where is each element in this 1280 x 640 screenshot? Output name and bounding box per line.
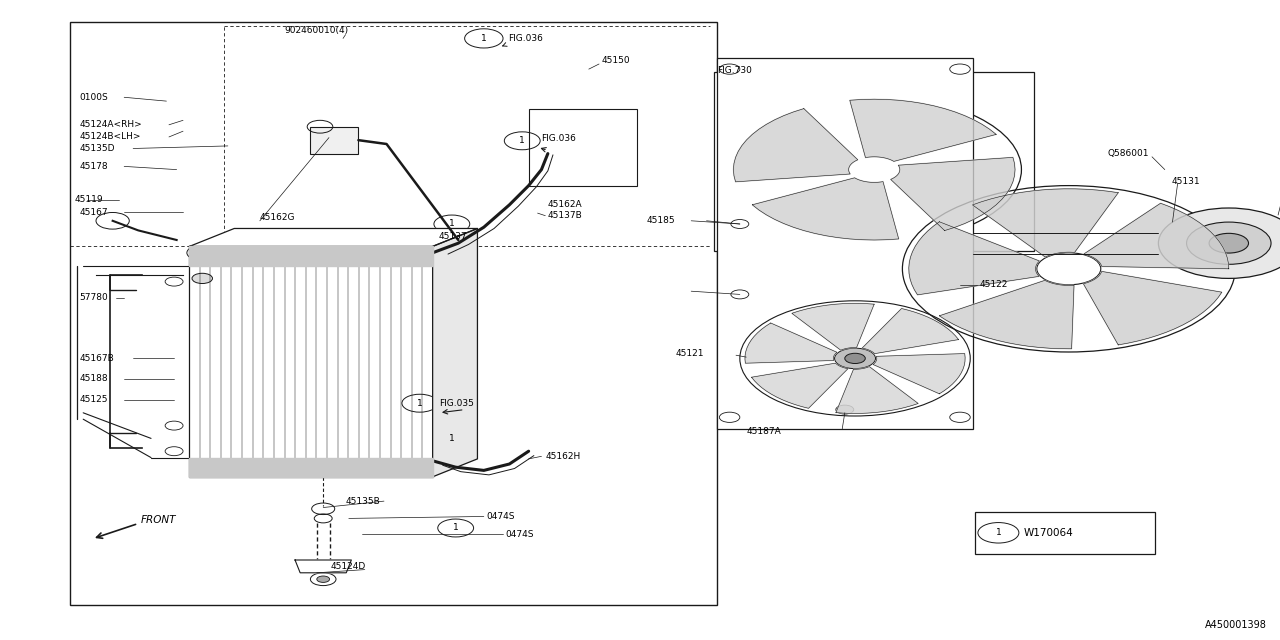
Circle shape <box>1158 208 1280 278</box>
Text: 45188: 45188 <box>79 374 108 383</box>
Polygon shape <box>745 323 837 363</box>
Text: 1: 1 <box>449 220 454 228</box>
Text: 0474S: 0474S <box>506 530 534 539</box>
Text: 45185: 45185 <box>646 216 675 225</box>
Text: 1: 1 <box>453 524 458 532</box>
Text: 45124B<LH>: 45124B<LH> <box>79 132 141 141</box>
Polygon shape <box>873 354 965 394</box>
Text: 45135D: 45135D <box>79 144 115 153</box>
Text: 45135B: 45135B <box>346 497 380 506</box>
Polygon shape <box>836 367 918 413</box>
Polygon shape <box>733 109 858 182</box>
Text: Q586001: Q586001 <box>1107 149 1148 158</box>
Text: 902460010(4): 902460010(4) <box>284 26 348 35</box>
Text: FRONT: FRONT <box>141 515 177 525</box>
Text: 45150: 45150 <box>602 56 630 65</box>
Text: 45162H: 45162H <box>545 452 581 461</box>
Text: 45137B: 45137B <box>548 211 582 220</box>
Polygon shape <box>909 222 1039 295</box>
Circle shape <box>234 234 260 246</box>
Text: FIG.035: FIG.035 <box>439 399 474 408</box>
Polygon shape <box>973 189 1119 257</box>
Text: 45167: 45167 <box>79 208 108 217</box>
Text: 45167B: 45167B <box>79 354 114 363</box>
Text: W170064: W170064 <box>1024 528 1074 538</box>
Text: 45121: 45121 <box>676 349 704 358</box>
Polygon shape <box>751 363 847 408</box>
Circle shape <box>1210 234 1248 253</box>
Polygon shape <box>189 228 477 246</box>
Text: A450001398: A450001398 <box>1206 620 1267 630</box>
Polygon shape <box>891 157 1015 230</box>
Text: FIG.730: FIG.730 <box>717 66 751 75</box>
Text: 45124A<RH>: 45124A<RH> <box>79 120 142 129</box>
Text: 45178: 45178 <box>79 162 108 171</box>
Polygon shape <box>940 280 1074 349</box>
Text: 1: 1 <box>481 34 486 43</box>
Bar <box>975 512 1155 554</box>
Circle shape <box>835 348 876 369</box>
Bar <box>310 127 358 154</box>
Bar <box>714 72 1034 251</box>
Circle shape <box>836 405 854 414</box>
Circle shape <box>845 353 865 364</box>
Polygon shape <box>850 99 996 161</box>
Text: 45162G: 45162G <box>260 213 296 222</box>
Polygon shape <box>189 458 433 477</box>
Text: 45125: 45125 <box>79 396 108 404</box>
Text: 1: 1 <box>449 434 454 443</box>
Polygon shape <box>1084 204 1229 269</box>
Text: 1: 1 <box>996 528 1001 538</box>
Bar <box>529 109 637 186</box>
Text: 45162A: 45162A <box>548 200 582 209</box>
Bar <box>717 58 973 429</box>
Text: FIG.036: FIG.036 <box>508 34 543 43</box>
Polygon shape <box>1083 271 1222 345</box>
Text: 45122: 45122 <box>979 280 1007 289</box>
Polygon shape <box>189 246 433 266</box>
Polygon shape <box>792 303 874 350</box>
Text: 1: 1 <box>417 399 422 408</box>
Text: 1: 1 <box>520 136 525 145</box>
Bar <box>70 22 717 605</box>
Bar <box>189 246 433 477</box>
Text: 45124D: 45124D <box>330 562 366 571</box>
Polygon shape <box>863 308 959 354</box>
Polygon shape <box>433 228 477 477</box>
Text: 0100S: 0100S <box>79 93 108 102</box>
Text: 45119: 45119 <box>74 195 102 204</box>
Text: 57780: 57780 <box>79 293 108 302</box>
Text: 45187A: 45187A <box>746 428 781 436</box>
Polygon shape <box>296 560 351 573</box>
Text: 45131: 45131 <box>1171 177 1199 186</box>
Text: FIG.036: FIG.036 <box>541 134 576 143</box>
Polygon shape <box>753 178 899 240</box>
Circle shape <box>192 273 212 284</box>
Circle shape <box>1187 222 1271 264</box>
Text: 0474S: 0474S <box>486 512 515 521</box>
Text: 45137: 45137 <box>439 232 467 241</box>
Circle shape <box>316 576 330 582</box>
